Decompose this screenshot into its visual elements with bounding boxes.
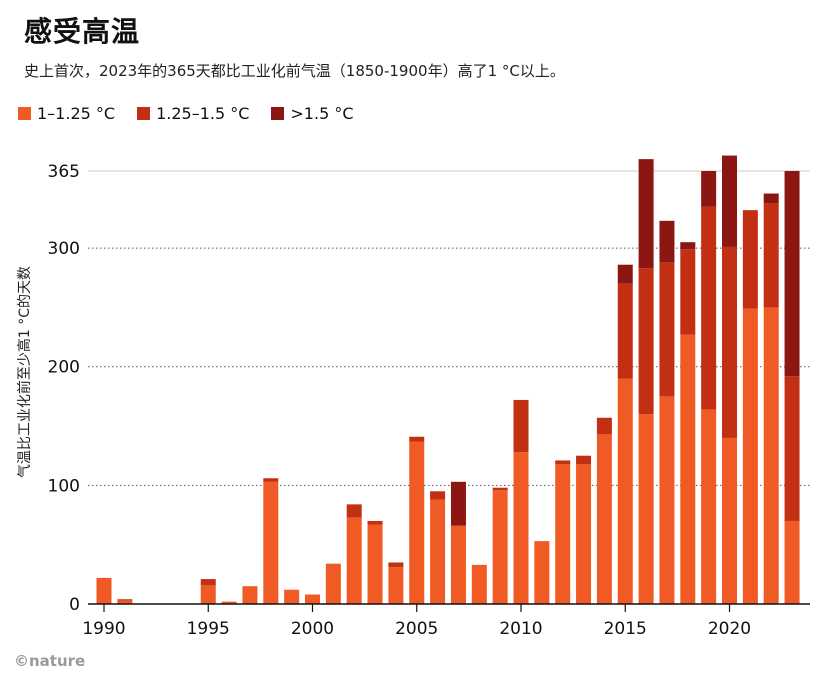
bar-2017-series-2 [659, 262, 675, 397]
bar-2014-series-1 [596, 434, 612, 604]
bar-2008-series-1 [471, 564, 487, 604]
bar-2018-series-3 [680, 242, 696, 250]
legend-item-2: 1.25–1.5 °C [137, 104, 249, 123]
bar-2004-series-1 [388, 567, 404, 604]
x-tick-label-2015: 2015 [604, 619, 647, 639]
bar-2007-series-3 [450, 481, 466, 526]
bar-1991-series-1 [117, 600, 133, 604]
nature-credit: ©nature [14, 652, 86, 670]
legend-item-3: >1.5 °C [271, 104, 354, 123]
bar-2020-series-3 [722, 155, 737, 247]
bar-2016-series-1 [638, 414, 654, 604]
bar-2006-series-2 [430, 491, 446, 500]
bar-1990-series-1 [96, 577, 112, 604]
x-tick-label-2000: 2000 [291, 619, 334, 639]
bar-2023-series-3 [784, 171, 800, 377]
bar-2005-series-1 [409, 441, 425, 604]
bar-2018-series-2 [680, 249, 696, 335]
bar-2003-series-1 [367, 524, 383, 604]
x-tick-label-2020: 2020 [708, 619, 751, 639]
legend-item-1: 1–1.25 °C [18, 104, 115, 123]
legend-label-1: 1–1.25 °C [37, 104, 116, 123]
axes: 0 100 200 300 365 1990 1995 2000 2005 2010 2015 202… [48, 162, 810, 639]
bar-2005-series-2 [409, 436, 425, 442]
bar-2003-series-2 [367, 520, 383, 525]
bar-2015-series-3 [617, 264, 633, 284]
bar-2006-series-1 [430, 499, 446, 604]
bar-2021-series-1 [742, 308, 758, 604]
bar-2000-series-1 [305, 594, 320, 604]
bar-2013-series-1 [576, 464, 592, 604]
bar-2019-series-2 [701, 206, 717, 410]
y-tick-label-200: 200 [48, 358, 80, 378]
bar-2018-series-1 [680, 334, 696, 604]
bar-2019-series-3 [701, 171, 717, 207]
bar-2009-series-1 [492, 490, 508, 604]
x-tick-label-1995: 1995 [187, 619, 230, 639]
bar-2020-series-1 [722, 437, 737, 604]
y-tick-label-300: 300 [48, 239, 80, 259]
bar-2020-series-2 [722, 246, 737, 438]
bar-2022-series-3 [763, 193, 779, 204]
bar-1991-series-2 [117, 599, 133, 601]
x-tick-label-1990: 1990 [82, 619, 125, 639]
chart-title: 感受高温 [24, 15, 141, 48]
bars [96, 155, 800, 604]
bar-2016-series-3 [638, 159, 654, 269]
bar-2017-series-1 [659, 396, 675, 604]
bar-2015-series-1 [617, 378, 633, 604]
bar-2012-series-1 [555, 464, 571, 604]
bar-2002-series-2 [346, 504, 362, 518]
bar-2023-series-1 [784, 520, 800, 604]
legend-label-2: 1.25–1.5 °C [156, 104, 250, 123]
chart-subtitle: 史上首次，2023年的365天都比工业化前气温（1850-1900年）高了1 °… [24, 62, 565, 80]
bar-2002-series-1 [346, 517, 362, 604]
bar-2022-series-1 [763, 307, 779, 604]
bar-2019-series-1 [701, 409, 717, 604]
bar-2022-series-2 [763, 203, 779, 308]
legend-swatch-2 [137, 107, 151, 120]
bar-2023-series-2 [784, 376, 800, 521]
gridlines [88, 170, 810, 486]
bar-1998-series-1 [263, 481, 279, 604]
bar-2013-series-2 [576, 455, 592, 465]
y-tick-label-100: 100 [48, 476, 80, 496]
bar-2021-series-2 [742, 210, 758, 309]
bar-2010-series-2 [513, 399, 529, 453]
bar-1999-series-1 [284, 589, 300, 604]
bar-2007-series-1 [450, 525, 466, 604]
legend-swatch-1 [18, 107, 31, 120]
bar-2010-series-1 [513, 452, 529, 604]
legend-swatch-3 [271, 107, 285, 120]
bar-1998-series-2 [263, 478, 279, 482]
bar-2011-series-1 [534, 541, 550, 604]
bar-2009-series-2 [492, 487, 508, 491]
x-tick-label-2010: 2010 [499, 619, 542, 639]
y-tick-label-0: 0 [69, 595, 80, 615]
bar-2014-series-2 [596, 417, 612, 435]
bar-2016-series-2 [638, 268, 654, 415]
bar-2004-series-2 [388, 562, 404, 568]
bar-2012-series-2 [555, 460, 571, 465]
bar-1996-series-1 [221, 601, 237, 604]
bar-2001-series-1 [325, 563, 341, 604]
bar-2015-series-2 [617, 283, 633, 379]
legend-label-3: >1.5 °C [290, 104, 354, 123]
x-tick-label-2005: 2005 [395, 619, 438, 639]
bar-2017-series-3 [659, 220, 675, 263]
bar-1997-series-1 [242, 586, 258, 604]
bar-1995-series-1 [200, 585, 216, 604]
legend: 1–1.25 °C 1.25–1.5 °C >1.5 °C [18, 104, 354, 123]
y-tick-label-365: 365 [48, 162, 80, 182]
bar-1995-series-2 [200, 579, 216, 586]
